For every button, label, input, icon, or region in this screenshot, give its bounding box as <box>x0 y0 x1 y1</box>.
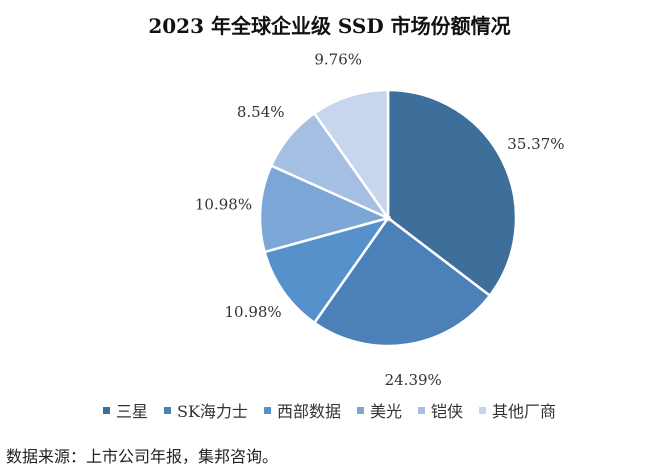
legend-swatch <box>417 406 425 414</box>
slice-data-label-0: 35.37% <box>507 135 564 153</box>
legend-swatch <box>103 406 110 414</box>
legend-swatch <box>263 406 271 414</box>
legend-item-kioxia[interactable]: 铠侠 <box>417 398 463 422</box>
pie-slice-5[interactable] <box>312 88 390 222</box>
legend-item-micron[interactable]: 美光 <box>356 398 402 422</box>
legend: 三星 SK海力士 西部数据 美光 铠侠 其他厂商 <box>0 398 659 422</box>
chart-title: 2023 年全球企业级 SSD 市场份额情况 <box>148 14 511 38</box>
legend-item-others[interactable]: 其他厂商 <box>478 398 556 422</box>
slice-data-label-5: 9.76% <box>314 51 362 69</box>
legend-item-sk-hynix[interactable]: SK海力士 <box>164 398 248 422</box>
legend-item-western-digital[interactable]: 西部数据 <box>263 398 341 422</box>
source-note: 数据来源：上市公司年报，集邦咨询。 <box>6 447 279 466</box>
slice-data-label-4: 8.54% <box>237 103 285 121</box>
legend-label: 西部数据 <box>276 402 341 421</box>
legend-label: 其他厂商 <box>491 402 556 421</box>
legend-label: 美光 <box>369 402 402 421</box>
legend-label: 铠侠 <box>430 402 463 421</box>
legend-label: 三星 <box>116 402 149 421</box>
pie-slice-1[interactable] <box>312 216 492 348</box>
legend-swatch <box>478 406 486 414</box>
pie-chart: 35.37% 24.39% 10.98% 10.98% 8.54% 9.76% <box>195 51 565 389</box>
legend-item-samsung[interactable]: 三星 <box>103 398 148 422</box>
legend-swatch <box>356 406 364 414</box>
slice-data-label-3: 10.98% <box>195 195 252 213</box>
legend-swatch <box>164 406 172 414</box>
slice-data-label-1: 24.39% <box>385 371 442 389</box>
pie-slice-0[interactable] <box>386 88 518 298</box>
legend-label: SK海力士 <box>177 402 248 421</box>
slice-data-label-2: 10.98% <box>224 303 281 321</box>
pie-slice-3[interactable] <box>258 164 392 254</box>
